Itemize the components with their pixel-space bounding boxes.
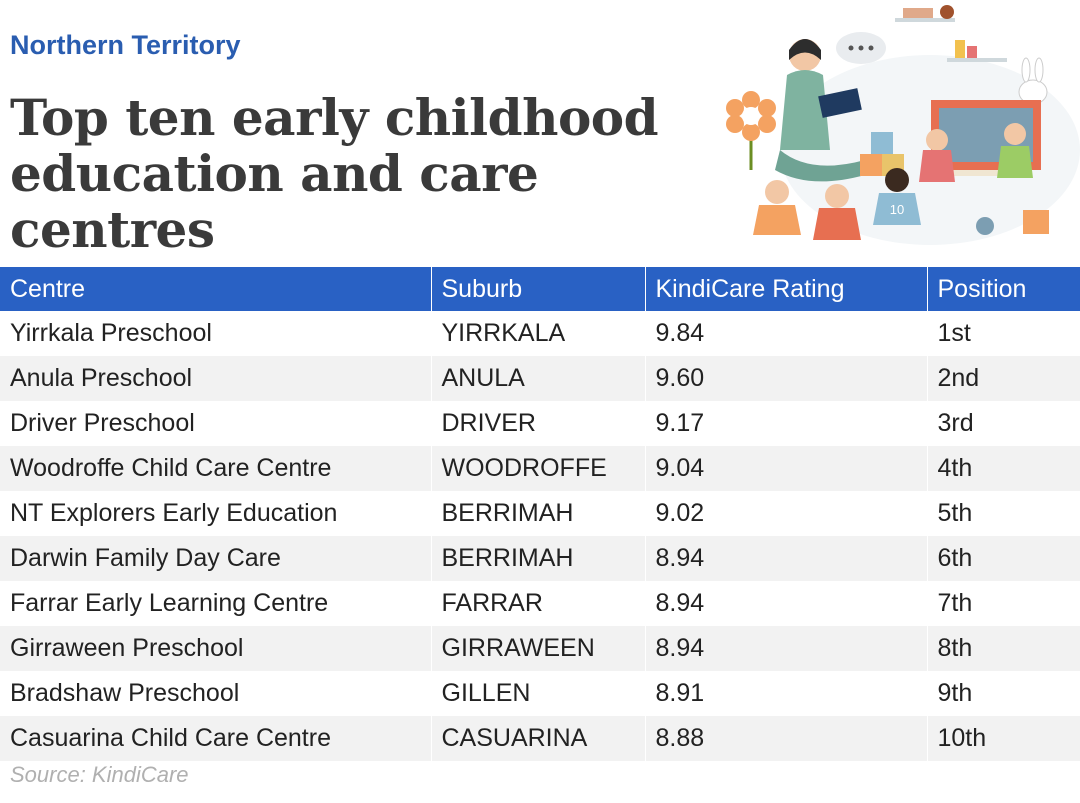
classroom-illustration-icon: 10 xyxy=(726,5,1080,245)
rating-cell: 9.60 xyxy=(644,356,927,401)
column-header-suburb: Suburb xyxy=(430,267,645,311)
centre-cell: Woodroffe Child Care Centre xyxy=(0,446,431,491)
table-row: Darwin Family Day Care BERRIMAH 8.94 6th xyxy=(0,536,1080,581)
centre-cell: Yirrkala Preschool xyxy=(0,311,431,356)
rating-cell: 8.94 xyxy=(644,626,927,671)
rating-cell: 9.04 xyxy=(644,446,927,491)
rating-cell: 8.94 xyxy=(644,536,927,581)
centre-cell: Casuarina Child Care Centre xyxy=(0,716,431,761)
table-row: Anula Preschool ANULA 9.60 2nd xyxy=(0,356,1080,401)
suburb-cell: FARRAR xyxy=(430,581,645,626)
table-row: Yirrkala Preschool YIRRKALA 9.84 1st xyxy=(0,311,1080,356)
table-row: Bradshaw Preschool GILLEN 8.91 9th xyxy=(0,671,1080,716)
suburb-cell: WOODROFFE xyxy=(430,446,645,491)
suburb-cell: BERRIMAH xyxy=(430,536,645,581)
centre-cell: Bradshaw Preschool xyxy=(0,671,431,716)
rating-cell: 8.94 xyxy=(644,581,927,626)
centre-cell: Anula Preschool xyxy=(0,356,431,401)
suburb-cell: GILLEN xyxy=(430,671,645,716)
position-cell: 9th xyxy=(926,671,1080,716)
centre-cell: Farrar Early Learning Centre xyxy=(0,581,431,626)
suburb-cell: CASUARINA xyxy=(430,716,645,761)
position-cell: 7th xyxy=(926,581,1080,626)
rating-cell: 9.02 xyxy=(644,491,927,536)
table-row: Driver Preschool DRIVER 9.17 3rd xyxy=(0,401,1080,446)
table-row: Woodroffe Child Care Centre WOODROFFE 9.… xyxy=(0,446,1080,491)
position-cell: 1st xyxy=(926,311,1080,356)
centre-cell: Girraween Preschool xyxy=(0,626,431,671)
source-note: Source: KindiCare xyxy=(10,762,189,787)
centre-cell: Driver Preschool xyxy=(0,401,431,446)
table-row: Girraween Preschool GIRRAWEEN 8.94 8th xyxy=(0,626,1080,671)
position-cell: 10th xyxy=(926,716,1080,761)
column-header-centre: Centre xyxy=(0,267,431,311)
suburb-cell: DRIVER xyxy=(430,401,645,446)
rating-cell: 8.88 xyxy=(644,716,927,761)
column-header-rating: KindiCare Rating xyxy=(644,267,927,311)
position-cell: 6th xyxy=(926,536,1080,581)
rating-cell: 8.91 xyxy=(644,671,927,716)
suburb-cell: ANULA xyxy=(430,356,645,401)
position-cell: 5th xyxy=(926,491,1080,536)
region-label: Northern Territory xyxy=(10,30,241,60)
centre-cell: NT Explorers Early Education xyxy=(0,491,431,536)
jersey-number: 10 xyxy=(890,202,904,217)
position-cell: 2nd xyxy=(926,356,1080,401)
page-title: Top ten early childhood education and ca… xyxy=(10,88,659,259)
table-row: Farrar Early Learning Centre FARRAR 8.94… xyxy=(0,581,1080,626)
rankings-table: Centre Suburb KindiCare Rating Position … xyxy=(0,267,1080,761)
column-header-position: Position xyxy=(926,267,1080,311)
rating-cell: 9.84 xyxy=(644,311,927,356)
position-cell: 4th xyxy=(926,446,1080,491)
table-row: NT Explorers Early Education BERRIMAH 9.… xyxy=(0,491,1080,536)
suburb-cell: GIRRAWEEN xyxy=(430,626,645,671)
suburb-cell: YIRRKALA xyxy=(430,311,645,356)
position-cell: 8th xyxy=(926,626,1080,671)
centre-cell: Darwin Family Day Care xyxy=(0,536,431,581)
table-header-row: Centre Suburb KindiCare Rating Position xyxy=(0,267,1080,311)
rating-cell: 9.17 xyxy=(644,401,927,446)
table-row: Casuarina Child Care Centre CASUARINA 8.… xyxy=(0,716,1080,761)
position-cell: 3rd xyxy=(926,401,1080,446)
suburb-cell: BERRIMAH xyxy=(430,491,645,536)
